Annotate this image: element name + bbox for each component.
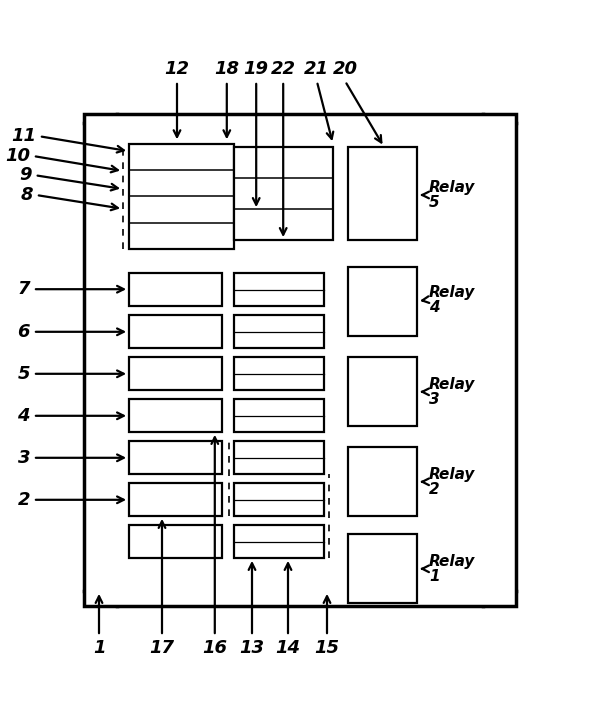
Text: 1: 1: [93, 639, 105, 657]
Bar: [129, 483, 222, 516]
Text: Relay
5: Relay 5: [429, 180, 475, 210]
Text: 4: 4: [17, 407, 30, 425]
Bar: [84, 114, 516, 606]
Bar: [348, 534, 417, 603]
Text: 11: 11: [11, 127, 36, 145]
Bar: [234, 147, 333, 240]
Text: 2: 2: [17, 491, 30, 509]
Bar: [234, 441, 324, 474]
Text: 21: 21: [304, 60, 329, 78]
Bar: [348, 147, 417, 240]
Text: 20: 20: [332, 60, 358, 78]
Bar: [129, 273, 222, 306]
Bar: [129, 144, 234, 249]
Text: 12: 12: [164, 60, 190, 78]
Bar: [348, 447, 417, 516]
Bar: [348, 357, 417, 426]
Text: Relay
1: Relay 1: [429, 554, 475, 584]
Bar: [129, 525, 222, 558]
Text: 22: 22: [271, 60, 296, 78]
Text: 10: 10: [5, 147, 30, 165]
Bar: [234, 315, 324, 348]
Bar: [129, 357, 222, 390]
Bar: [234, 273, 324, 306]
Text: 5: 5: [17, 365, 30, 383]
Bar: [234, 399, 324, 432]
Text: 14: 14: [275, 639, 301, 657]
Text: 9: 9: [19, 166, 32, 184]
Bar: [129, 399, 222, 432]
Bar: [234, 357, 324, 390]
Text: 8: 8: [20, 186, 33, 204]
Bar: [234, 525, 324, 558]
Text: 6: 6: [17, 323, 30, 341]
Text: Relay
3: Relay 3: [429, 377, 475, 407]
Bar: [129, 315, 222, 348]
Bar: [348, 267, 417, 336]
Text: Relay
4: Relay 4: [429, 285, 475, 315]
Text: 7: 7: [17, 280, 30, 298]
Text: 17: 17: [149, 639, 175, 657]
Text: Relay
2: Relay 2: [429, 467, 475, 497]
Text: 13: 13: [239, 639, 265, 657]
Text: 19: 19: [244, 60, 269, 78]
Text: 3: 3: [17, 449, 30, 467]
Text: 16: 16: [202, 639, 227, 657]
Bar: [129, 441, 222, 474]
Bar: [234, 483, 324, 516]
Text: 15: 15: [314, 639, 340, 657]
Text: 18: 18: [214, 60, 239, 78]
